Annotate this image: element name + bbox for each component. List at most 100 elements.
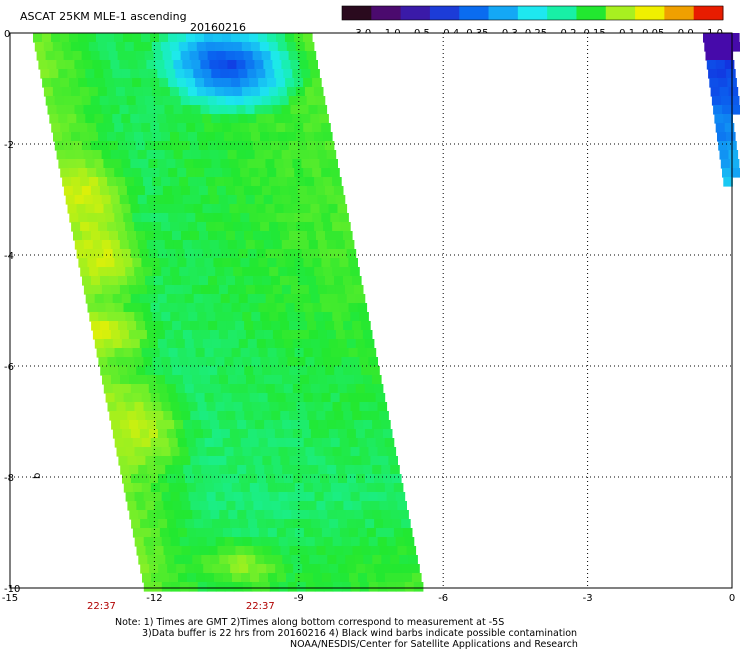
swath-cell — [83, 150, 94, 160]
swath-cell — [185, 474, 195, 484]
swath-cell — [263, 195, 274, 205]
swath-cell — [285, 303, 296, 313]
swath-cell — [108, 51, 119, 61]
swath-cell — [242, 357, 252, 367]
swath-cell — [51, 33, 61, 43]
swath-cell — [297, 51, 308, 61]
swath-cell — [294, 258, 304, 268]
swath-cell — [197, 312, 207, 322]
swath-cell — [299, 150, 310, 160]
swath-cell — [245, 105, 256, 115]
swath-cell — [130, 339, 141, 349]
swath-cell — [173, 330, 184, 340]
swath-cell — [188, 492, 199, 502]
swath-cell — [344, 285, 355, 295]
swath-cell — [314, 177, 324, 187]
swath-cell — [307, 411, 317, 421]
swath-cell — [168, 528, 179, 538]
swath-cell — [267, 123, 277, 133]
swath-cell — [361, 501, 371, 511]
swath-cell — [118, 366, 128, 376]
swath-cell — [267, 393, 278, 403]
swath-cell — [141, 168, 151, 178]
swath-cell — [305, 267, 315, 277]
swath-cell — [394, 573, 404, 583]
swath-cell — [343, 411, 353, 421]
swath-cell — [235, 456, 245, 466]
swath-cell — [280, 546, 291, 556]
swath-cell — [227, 105, 238, 115]
swath-cell — [123, 78, 133, 88]
swath-cell — [296, 492, 307, 502]
swath-cell — [155, 330, 166, 340]
swath-cell — [256, 384, 267, 394]
swath-cell — [388, 546, 399, 556]
swath-cell — [112, 249, 123, 259]
swath-cell — [168, 348, 179, 358]
swath-cell — [370, 501, 380, 511]
swath-cell — [101, 285, 112, 295]
swath-cell — [116, 222, 126, 232]
swath-cell — [174, 375, 184, 385]
swath-cell — [194, 564, 204, 574]
swath-cell — [157, 294, 168, 304]
swath-cell — [731, 42, 740, 52]
swath-cell — [363, 555, 373, 565]
swath-cell — [303, 123, 313, 133]
swath-cell — [224, 492, 235, 502]
swath-cell — [253, 546, 264, 556]
swath-cell — [197, 492, 208, 502]
swath-cell — [168, 258, 178, 268]
swath-cell — [318, 555, 328, 565]
swath-cell — [188, 222, 198, 232]
swath-cell — [202, 114, 212, 124]
swath-cell — [195, 78, 205, 88]
swath-cell — [167, 519, 177, 529]
swath-cell — [314, 402, 325, 412]
swath-cell — [206, 177, 216, 187]
swath-cell — [154, 231, 164, 241]
swath-cell — [292, 204, 303, 214]
swath-cell — [87, 258, 97, 268]
swath-cell — [139, 249, 150, 259]
swath-cell — [155, 150, 166, 160]
swath-cell — [719, 87, 730, 97]
swath-cell — [87, 168, 97, 178]
swath-cell — [151, 87, 162, 97]
swath-cell — [116, 312, 126, 322]
swath-cell — [60, 33, 70, 43]
swath-cell — [357, 438, 368, 448]
swath-cell — [238, 294, 249, 304]
swath-cell — [183, 420, 193, 430]
swath-cell — [114, 303, 125, 313]
swath-cell — [247, 204, 258, 214]
swath-cell — [158, 519, 168, 529]
swath-cell — [729, 159, 740, 169]
swath-cell — [71, 177, 81, 187]
swath-cell — [348, 348, 359, 358]
swath-cell — [365, 519, 375, 529]
swath-cell — [177, 303, 188, 313]
swath-cell — [72, 186, 83, 196]
swath-cell — [138, 465, 148, 475]
swath-cell — [87, 78, 97, 88]
swath-cell — [130, 294, 141, 304]
swath-cell — [165, 510, 175, 520]
swath-cell — [94, 114, 104, 124]
swath-cell — [262, 411, 272, 421]
swath-cell — [718, 78, 728, 88]
swath-cell — [221, 519, 231, 529]
swath-cell — [269, 492, 280, 502]
swath-cell — [265, 249, 276, 259]
swath-cell — [206, 447, 217, 457]
swath-cell — [125, 312, 135, 322]
swath-cell — [273, 420, 283, 430]
swath-cell — [290, 330, 301, 340]
swath-cell — [175, 204, 186, 214]
swath-cell — [276, 258, 286, 268]
swath-cell — [138, 420, 148, 430]
swath-cell — [112, 294, 123, 304]
swath-cell — [728, 150, 739, 160]
swath-cell — [80, 222, 90, 232]
swath-cell — [177, 33, 187, 43]
